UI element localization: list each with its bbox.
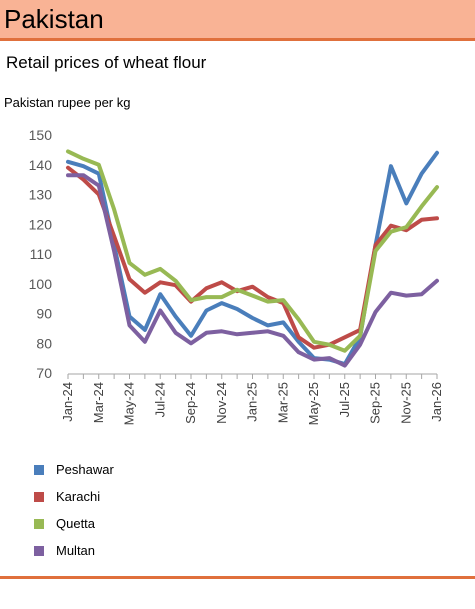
- legend-label: Quetta: [56, 516, 96, 531]
- footer-divider: [0, 576, 475, 579]
- y-tick-label: 150: [29, 127, 53, 143]
- chart-title: Retail prices of wheat flour: [6, 53, 207, 72]
- legend-label: Peshawar: [56, 462, 114, 477]
- x-tick-label: Nov-24: [214, 382, 229, 424]
- x-tick-label: Jan-25: [245, 382, 260, 422]
- y-tick-label: 70: [36, 365, 52, 381]
- x-tick-label: Mar-25: [275, 382, 290, 423]
- y-tick-label: 120: [29, 216, 53, 232]
- y-axis-ticks: 70 80 90 100 110 120 130 140 150: [29, 127, 53, 381]
- series-line-karachi: [66, 165, 439, 350]
- series-line-multan: [66, 173, 439, 368]
- series-lines: [66, 149, 439, 368]
- y-tick-label: 100: [29, 276, 53, 292]
- x-tick-label: Jul-24: [152, 382, 167, 417]
- x-tick-label: May-25: [306, 382, 321, 425]
- y-tick-label: 80: [36, 335, 52, 351]
- x-tick-label: Jul-25: [337, 382, 352, 417]
- legend-swatch: [34, 546, 44, 556]
- x-tick-label: May-24: [122, 382, 137, 425]
- x-tick-label: Mar-24: [91, 382, 106, 423]
- y-axis-label: Pakistan rupee per kg: [4, 95, 131, 110]
- y-tick-label: 130: [29, 187, 53, 203]
- legend-swatch: [34, 519, 44, 529]
- legend-label: Karachi: [56, 489, 101, 504]
- x-tick-label: Sep-25: [368, 382, 383, 424]
- x-axis: Jan-24 Mar-24 May-24 Jul-24 Sep-24 Nov-24 Jan-…: [60, 373, 444, 425]
- x-tick-label: Jan-24: [60, 382, 75, 422]
- series-line-quetta: [66, 149, 439, 353]
- legend-swatch: [34, 492, 44, 502]
- y-tick-label: 110: [30, 246, 53, 262]
- line-chart: 70 80 90 100 110 120 130 140 150 Jan-24 Mar-24 May…: [29, 127, 444, 425]
- x-tick-label: Jan-26: [429, 382, 444, 422]
- x-tick-label: Sep-24: [183, 382, 198, 424]
- page-title: Pakistan: [4, 4, 104, 34]
- y-tick-label: 90: [36, 306, 52, 322]
- page-header: Pakistan: [0, 0, 475, 41]
- legend-swatch: [34, 465, 44, 475]
- legend-label: Multan: [56, 543, 96, 558]
- y-tick-label: 140: [29, 157, 53, 173]
- x-tick-label: Nov-25: [398, 382, 413, 424]
